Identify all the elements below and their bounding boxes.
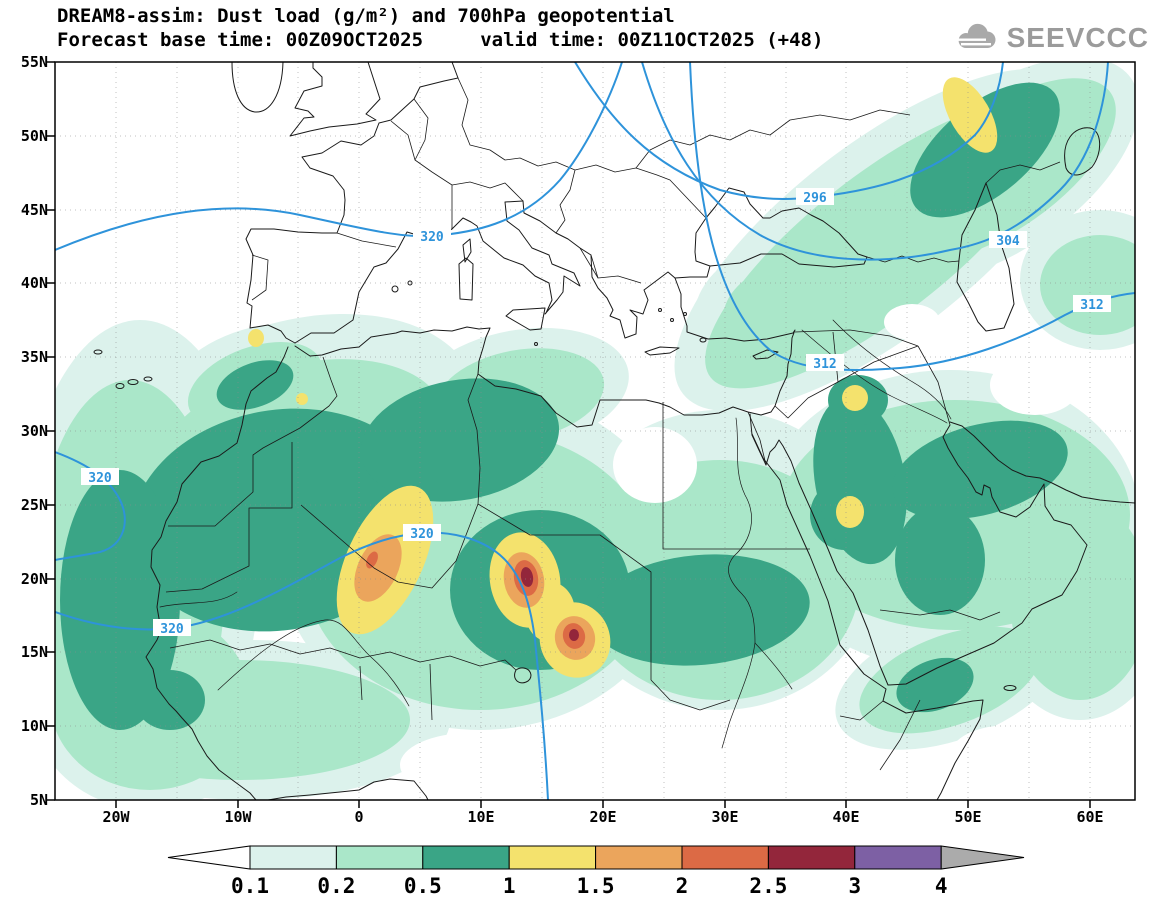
colorbar-label: 3 <box>848 874 861 898</box>
lon-label: 10E <box>467 808 494 826</box>
geopotential-label: 304 <box>996 234 1020 249</box>
lon-label: 60E <box>1076 808 1103 826</box>
lat-label: 25N <box>21 496 48 514</box>
logo-text: SEEVCCC <box>1006 22 1149 53</box>
lat-ticks <box>47 61 55 801</box>
colorbar-segment <box>681 845 769 870</box>
lat-label: 45N <box>21 201 48 219</box>
colorbar-segment <box>422 845 510 870</box>
geopotential-label: 320 <box>160 622 184 637</box>
colorbar-label: 1.5 <box>577 874 615 898</box>
lon-label: 50E <box>954 808 981 826</box>
colorbar-segment <box>249 845 337 870</box>
lon-label: 40E <box>832 808 859 826</box>
colorbar-label: 4 <box>935 874 948 898</box>
dust-clear-holes <box>400 304 1080 797</box>
rivers <box>159 319 952 749</box>
geopotential-contour <box>641 62 1109 261</box>
lat-label: 40N <box>21 274 48 292</box>
geopotential-label: 296 <box>803 191 827 206</box>
lat-label: 20N <box>21 570 48 588</box>
colorbar-right-arrow <box>940 845 1025 870</box>
coastlines <box>93 62 1135 800</box>
geopotential-contour <box>689 62 1135 371</box>
colorbar-label: 0.2 <box>317 874 355 898</box>
geopotential-label: 320 <box>88 471 112 486</box>
colorbar-label: 0.5 <box>404 874 442 898</box>
lon-label: 0 <box>354 808 363 826</box>
colorbar <box>167 845 1025 870</box>
geopotential-label: 320 <box>410 527 434 542</box>
map-title: DREAM8-assim: Dust load (g/m²) and 700hP… <box>57 5 675 27</box>
colorbar-segment <box>335 845 424 870</box>
geopotential-labels: 320 296 304 312 312 320 320 320 <box>81 188 1111 637</box>
map-subtitle: Forecast base time: 00Z09OCT2025 valid t… <box>57 29 824 51</box>
lon-label: 30E <box>711 808 738 826</box>
geopotential-label: 312 <box>1080 298 1103 313</box>
colorbar-label: 0.1 <box>231 874 269 898</box>
dust-level-2p5-region <box>520 567 579 641</box>
colorbar-label: 1 <box>503 874 516 898</box>
geopotential-label: 312 <box>813 357 836 372</box>
lat-axis-labels: 55N 50N 45N 40N 35N 30N 25N 20N 15N 10N … <box>21 53 48 809</box>
lat-label: 30N <box>21 422 48 440</box>
lat-label: 35N <box>21 348 48 366</box>
colorbar-labels: 0.1 0.2 0.5 1 1.5 2 2.5 3 4 <box>231 874 947 898</box>
colorbar-segment <box>854 845 942 870</box>
country-borders <box>165 77 1061 771</box>
lat-label: 10N <box>21 717 48 735</box>
lon-label: 20E <box>589 808 616 826</box>
lat-label: 15N <box>21 643 48 661</box>
lon-ticks <box>115 800 1091 808</box>
colorbar-left-arrow <box>167 845 251 870</box>
colorbar-segment <box>767 845 856 870</box>
lat-label: 5N <box>30 791 48 809</box>
lon-label: 10W <box>224 808 252 826</box>
colorbar-label: 2.5 <box>749 874 787 898</box>
geopotential-contour <box>55 62 623 251</box>
lon-label: 20W <box>102 808 130 826</box>
geopotential-label: 320 <box>420 230 444 245</box>
colorbar-label: 2 <box>676 874 689 898</box>
colorbar-segment <box>508 845 597 870</box>
lat-label: 55N <box>21 53 48 71</box>
lon-axis-labels: 20W 10W 0 10E 20E 30E 40E 50E 60E <box>102 808 1103 826</box>
lat-label: 50N <box>21 127 48 145</box>
cloud-icon <box>955 23 996 49</box>
seevccc-logo: SEEVCCC <box>954 22 1149 54</box>
colorbar-segment <box>595 845 683 870</box>
